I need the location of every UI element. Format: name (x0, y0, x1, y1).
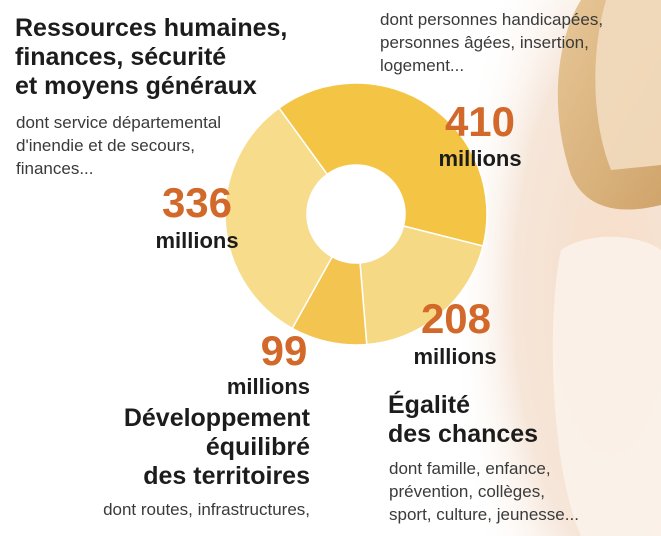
slice-4-description-line: dont service départemental (16, 113, 222, 132)
slice-2-description-line: prévention, collèges, (389, 482, 545, 501)
slice-3-title: Développement équilibré des territoires (60, 404, 310, 491)
slice-4-title-line: finances, sécurité (15, 43, 227, 71)
slice-1-value-label: 410 (444, 98, 516, 145)
slice-4-description-line: finances... (16, 159, 94, 178)
slice-4-title: Ressources humaines, finances, sécurité … (15, 14, 287, 101)
slice-3-title-line: équilibré (205, 433, 310, 461)
slice-1-description: dont personnes handicapées, personnes âg… (380, 8, 603, 77)
slice-2-title: Égalité des chances (388, 391, 538, 449)
slice-4-description: dont service départemental d'inendie et … (16, 111, 221, 180)
slice-3-unit-label: millions (226, 374, 310, 399)
slice-1-description-line: dont personnes handicapées, (380, 10, 604, 29)
slice-2-description: dont famille, enfance, prévention, collè… (389, 457, 579, 526)
slice-3-title-line: des territoires (143, 462, 310, 490)
slice-4-unit-label: millions (155, 228, 239, 253)
slice-3-title-line: Développement (123, 404, 310, 432)
slice-2-description-line: dont famille, enfance, (389, 459, 551, 478)
slice-2-value-label: 208 (420, 295, 492, 342)
slice-2-title-line: des chances (388, 420, 539, 448)
slice-4-value-label: 336 (161, 179, 233, 226)
slice-2-description-line: sport, culture, jeunesse... (389, 505, 579, 524)
slice-3-description: dont routes, infrastructures, (40, 498, 310, 521)
donut-hole (307, 165, 405, 263)
slice-2-unit-label: millions (413, 344, 497, 369)
background-photo (461, 0, 661, 536)
slice-1-description-line: personnes âgées, insertion, (380, 33, 589, 52)
slice-4-title-line: et moyens généraux (15, 72, 257, 100)
slice-3-value-label: 99 (260, 327, 308, 374)
slice-1-unit-label: millions (438, 146, 522, 171)
slice-4-description-line: d'inendie et de secours, (16, 136, 196, 155)
slice-1-description-line: logement... (380, 56, 465, 75)
slice-4-title-line: Ressources humaines, (15, 14, 288, 42)
slice-2-title-line: Égalité (388, 391, 470, 419)
slice-3-description-line: dont routes, infrastructures, (103, 500, 310, 519)
